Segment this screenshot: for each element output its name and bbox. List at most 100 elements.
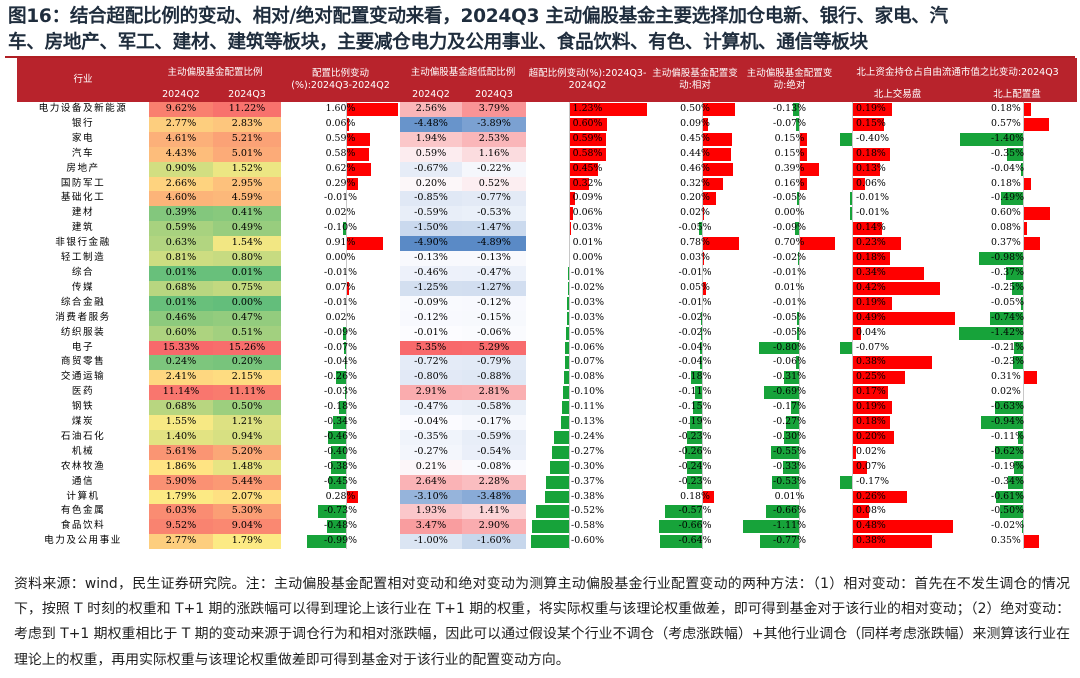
over-ratio-cell: -0.80%	[400, 370, 463, 386]
value-bar	[702, 103, 736, 116]
north-trade-cell: 0.06%	[838, 176, 957, 192]
table-row: 消费者服务 0.46% 0.47% 0.02% -0.12% -0.15% -0.03% -0…	[17, 310, 1077, 326]
fund-ratio-cell: 0.59%	[149, 221, 213, 237]
fund-ratio-cell: 5.21%	[213, 131, 282, 147]
zero-axis	[799, 221, 801, 237]
value-bar	[989, 311, 1024, 325]
value-label: 0.06%	[325, 117, 356, 129]
industry-cell: 银行	[71, 117, 95, 129]
zero-axis	[852, 474, 854, 490]
value-label: 0.13%	[856, 162, 886, 174]
north-trade-cell: 0.19%	[838, 295, 957, 311]
over-change-cell: 0.01%	[526, 236, 649, 252]
over-ratio-cell: 2.53%	[462, 131, 527, 147]
zero-axis	[569, 534, 571, 550]
header-ratio-q2: 2024Q2	[149, 88, 213, 102]
value-label: -0.01%	[324, 296, 357, 308]
value-bar	[765, 505, 800, 519]
north-trade-cell: -0.07%	[838, 340, 957, 356]
rel-change-cell: 0.46%	[649, 161, 741, 177]
value-label: -0.24%	[678, 460, 712, 472]
over-change-cell: -0.60%	[526, 534, 649, 550]
value-label: 0.42%	[856, 281, 886, 293]
fund-ratio-cell: 9.62%	[149, 102, 213, 117]
zero-axis	[702, 176, 704, 192]
value-bar	[345, 386, 347, 400]
value-bar	[702, 490, 715, 504]
value-bar	[1023, 207, 1051, 221]
zero-axis	[1023, 221, 1025, 237]
zero-axis	[852, 310, 854, 326]
value-bar	[840, 475, 853, 489]
table-row: 医药 11.14% 11.11% -0.03% 2.91% 2.81% -0.10% -0.1…	[17, 385, 1077, 401]
north-trade-cell: 0.08%	[838, 504, 957, 520]
allocation-table: 行业 主动偏股基金配置比例 配置比例变动(%):2024Q3-2024Q2 主动…	[17, 58, 1078, 550]
over-change-cell: 0.06%	[526, 206, 649, 222]
value-bar	[1007, 475, 1024, 489]
value-label: 0.26%	[856, 490, 886, 502]
abs-change-cell: -0.69%	[741, 385, 838, 401]
value-bar	[565, 341, 570, 355]
zero-axis	[799, 310, 801, 326]
zero-axis	[1023, 400, 1025, 416]
north-trade-cell: 0.25%	[838, 370, 957, 386]
table-row: 家电 4.61% 5.21% 0.59% 1.94% 2.53% 0.59% 0.45% 0.1…	[17, 131, 1077, 147]
over-change-cell: -0.38%	[526, 489, 649, 505]
value-label: -0.50%	[991, 505, 1024, 517]
rel-change-cell: -0.18%	[649, 370, 741, 386]
zero-axis	[852, 385, 854, 401]
zero-axis	[799, 116, 801, 132]
header-ratio: 主动偏股基金配置比例	[149, 58, 282, 88]
zero-axis	[346, 206, 348, 222]
over-ratio-cell: -0.13%	[400, 251, 463, 266]
value-label: -0.23%	[678, 475, 712, 487]
value-bar	[701, 296, 703, 310]
zero-axis	[346, 355, 348, 371]
zero-axis	[569, 504, 571, 520]
over-ratio-cell: -1.00%	[400, 534, 463, 550]
value-bar	[567, 311, 570, 325]
zero-axis	[702, 161, 704, 177]
north-trade-cell: 0.18%	[838, 146, 957, 162]
header-north-alloc: 北上配置盘	[957, 88, 1078, 102]
ratio-change-cell: -0.18%	[281, 400, 400, 416]
value-bar	[545, 475, 570, 489]
ratio-change-cell: -0.99%	[281, 534, 400, 550]
abs-change-cell: 0.15%	[741, 131, 838, 147]
north-trade-cell: -0.40%	[838, 131, 957, 147]
header-over-q3: 2024Q3	[462, 88, 527, 102]
zero-axis	[346, 444, 348, 460]
zero-axis	[852, 206, 854, 222]
zero-axis	[852, 429, 854, 445]
north-alloc-cell: 0.31%	[957, 370, 1077, 386]
north-trade-cell: 0.38%	[838, 534, 957, 550]
value-label: 0.19%	[856, 401, 886, 413]
value-bar	[852, 460, 867, 474]
table-row: 综合金融 0.01% 0.00% -0.01% -0.09% -0.12% -0.03% -0…	[17, 295, 1077, 311]
over-change-cell: 1.23%	[526, 102, 649, 117]
value-label: -0.30%	[773, 430, 806, 442]
value-label: -0.01%	[678, 266, 712, 278]
over-ratio-cell: 1.93%	[400, 504, 463, 520]
value-bar	[796, 356, 800, 370]
zero-axis	[1023, 236, 1025, 252]
industry-cell: 计算机	[66, 490, 100, 502]
north-alloc-cell: 0.60%	[957, 206, 1077, 222]
value-label: -0.98%	[991, 252, 1024, 264]
header-rel-change: 主动偏股基金配置变动:相对	[649, 58, 742, 102]
zero-axis	[799, 370, 801, 386]
zero-axis	[1023, 102, 1025, 117]
value-label: -0.66%	[678, 520, 712, 532]
north-alloc-cell: 0.57%	[957, 116, 1077, 132]
zero-axis	[1023, 370, 1025, 386]
value-bar	[346, 132, 370, 146]
zero-axis	[702, 489, 704, 505]
value-label: -0.07%	[324, 341, 357, 353]
fund-ratio-cell: 11.14%	[149, 385, 213, 401]
fund-ratio-cell: 1.48%	[213, 459, 282, 475]
fund-ratio-cell: 11.22%	[213, 102, 282, 117]
over-change-cell: -0.06%	[526, 340, 649, 356]
zero-axis	[569, 295, 571, 311]
zero-axis	[702, 534, 704, 550]
value-label: 0.16%	[774, 177, 805, 189]
